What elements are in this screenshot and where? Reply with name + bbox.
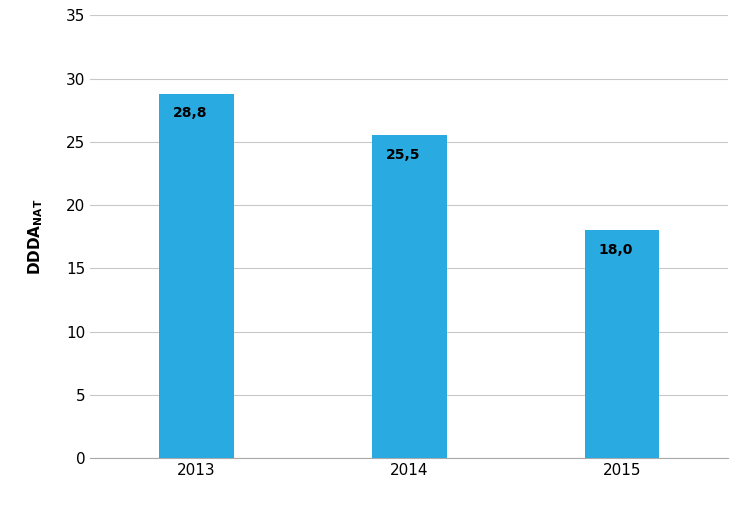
Text: 28,8: 28,8 (173, 106, 207, 120)
Text: 18,0: 18,0 (599, 243, 632, 257)
Bar (372, 135, 447, 458)
Bar (159, 94, 234, 458)
Bar (585, 231, 659, 458)
Text: 25,5: 25,5 (385, 148, 420, 162)
Text: $\mathbf{DDDA}_{\mathbf{NAT}}$: $\mathbf{DDDA}_{\mathbf{NAT}}$ (26, 199, 45, 275)
